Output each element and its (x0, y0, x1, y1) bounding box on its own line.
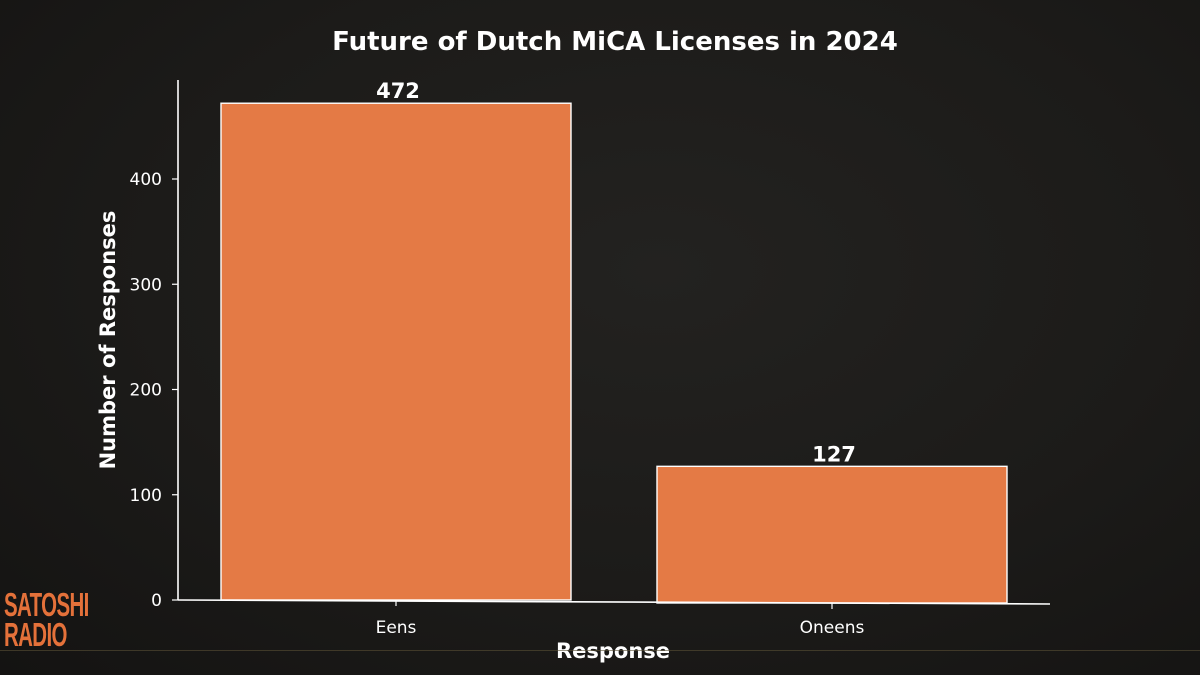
bars-layer (220, 102, 1008, 604)
y-tick-label: 0 (151, 591, 162, 611)
bar-eens (220, 102, 572, 601)
x-axis-title: Response (556, 639, 670, 663)
y-tick-label: 100 (130, 486, 162, 506)
value-labels: 472 127 (376, 79, 856, 466)
satoshi-radio-logo: SATOSHI RADIO (4, 586, 89, 653)
bottom-divider (0, 650, 1200, 651)
x-tick-label: Eens (376, 618, 417, 638)
y-axis-title: Number of Responses (96, 211, 120, 470)
y-tick-label: 400 (130, 170, 162, 190)
x-ticks: Eens Oneens (376, 600, 865, 638)
axes-layer (177, 80, 1051, 605)
value-label: 472 (376, 79, 420, 103)
bar-oneens (656, 465, 1008, 604)
value-label: 127 (812, 442, 856, 466)
y-tick-label: 300 (130, 275, 162, 295)
y-tick-label: 200 (130, 381, 162, 401)
chart-title: Future of Dutch MiCA Licenses in 2024 (332, 27, 898, 57)
x-axis-line (177, 599, 1051, 605)
y-ticks: 0 100 200 300 400 (130, 170, 178, 611)
logo-line-1: SATOSHI (4, 586, 89, 623)
x-tick-label: Oneens (800, 618, 865, 638)
logo-line-2: RADIO (4, 616, 67, 653)
